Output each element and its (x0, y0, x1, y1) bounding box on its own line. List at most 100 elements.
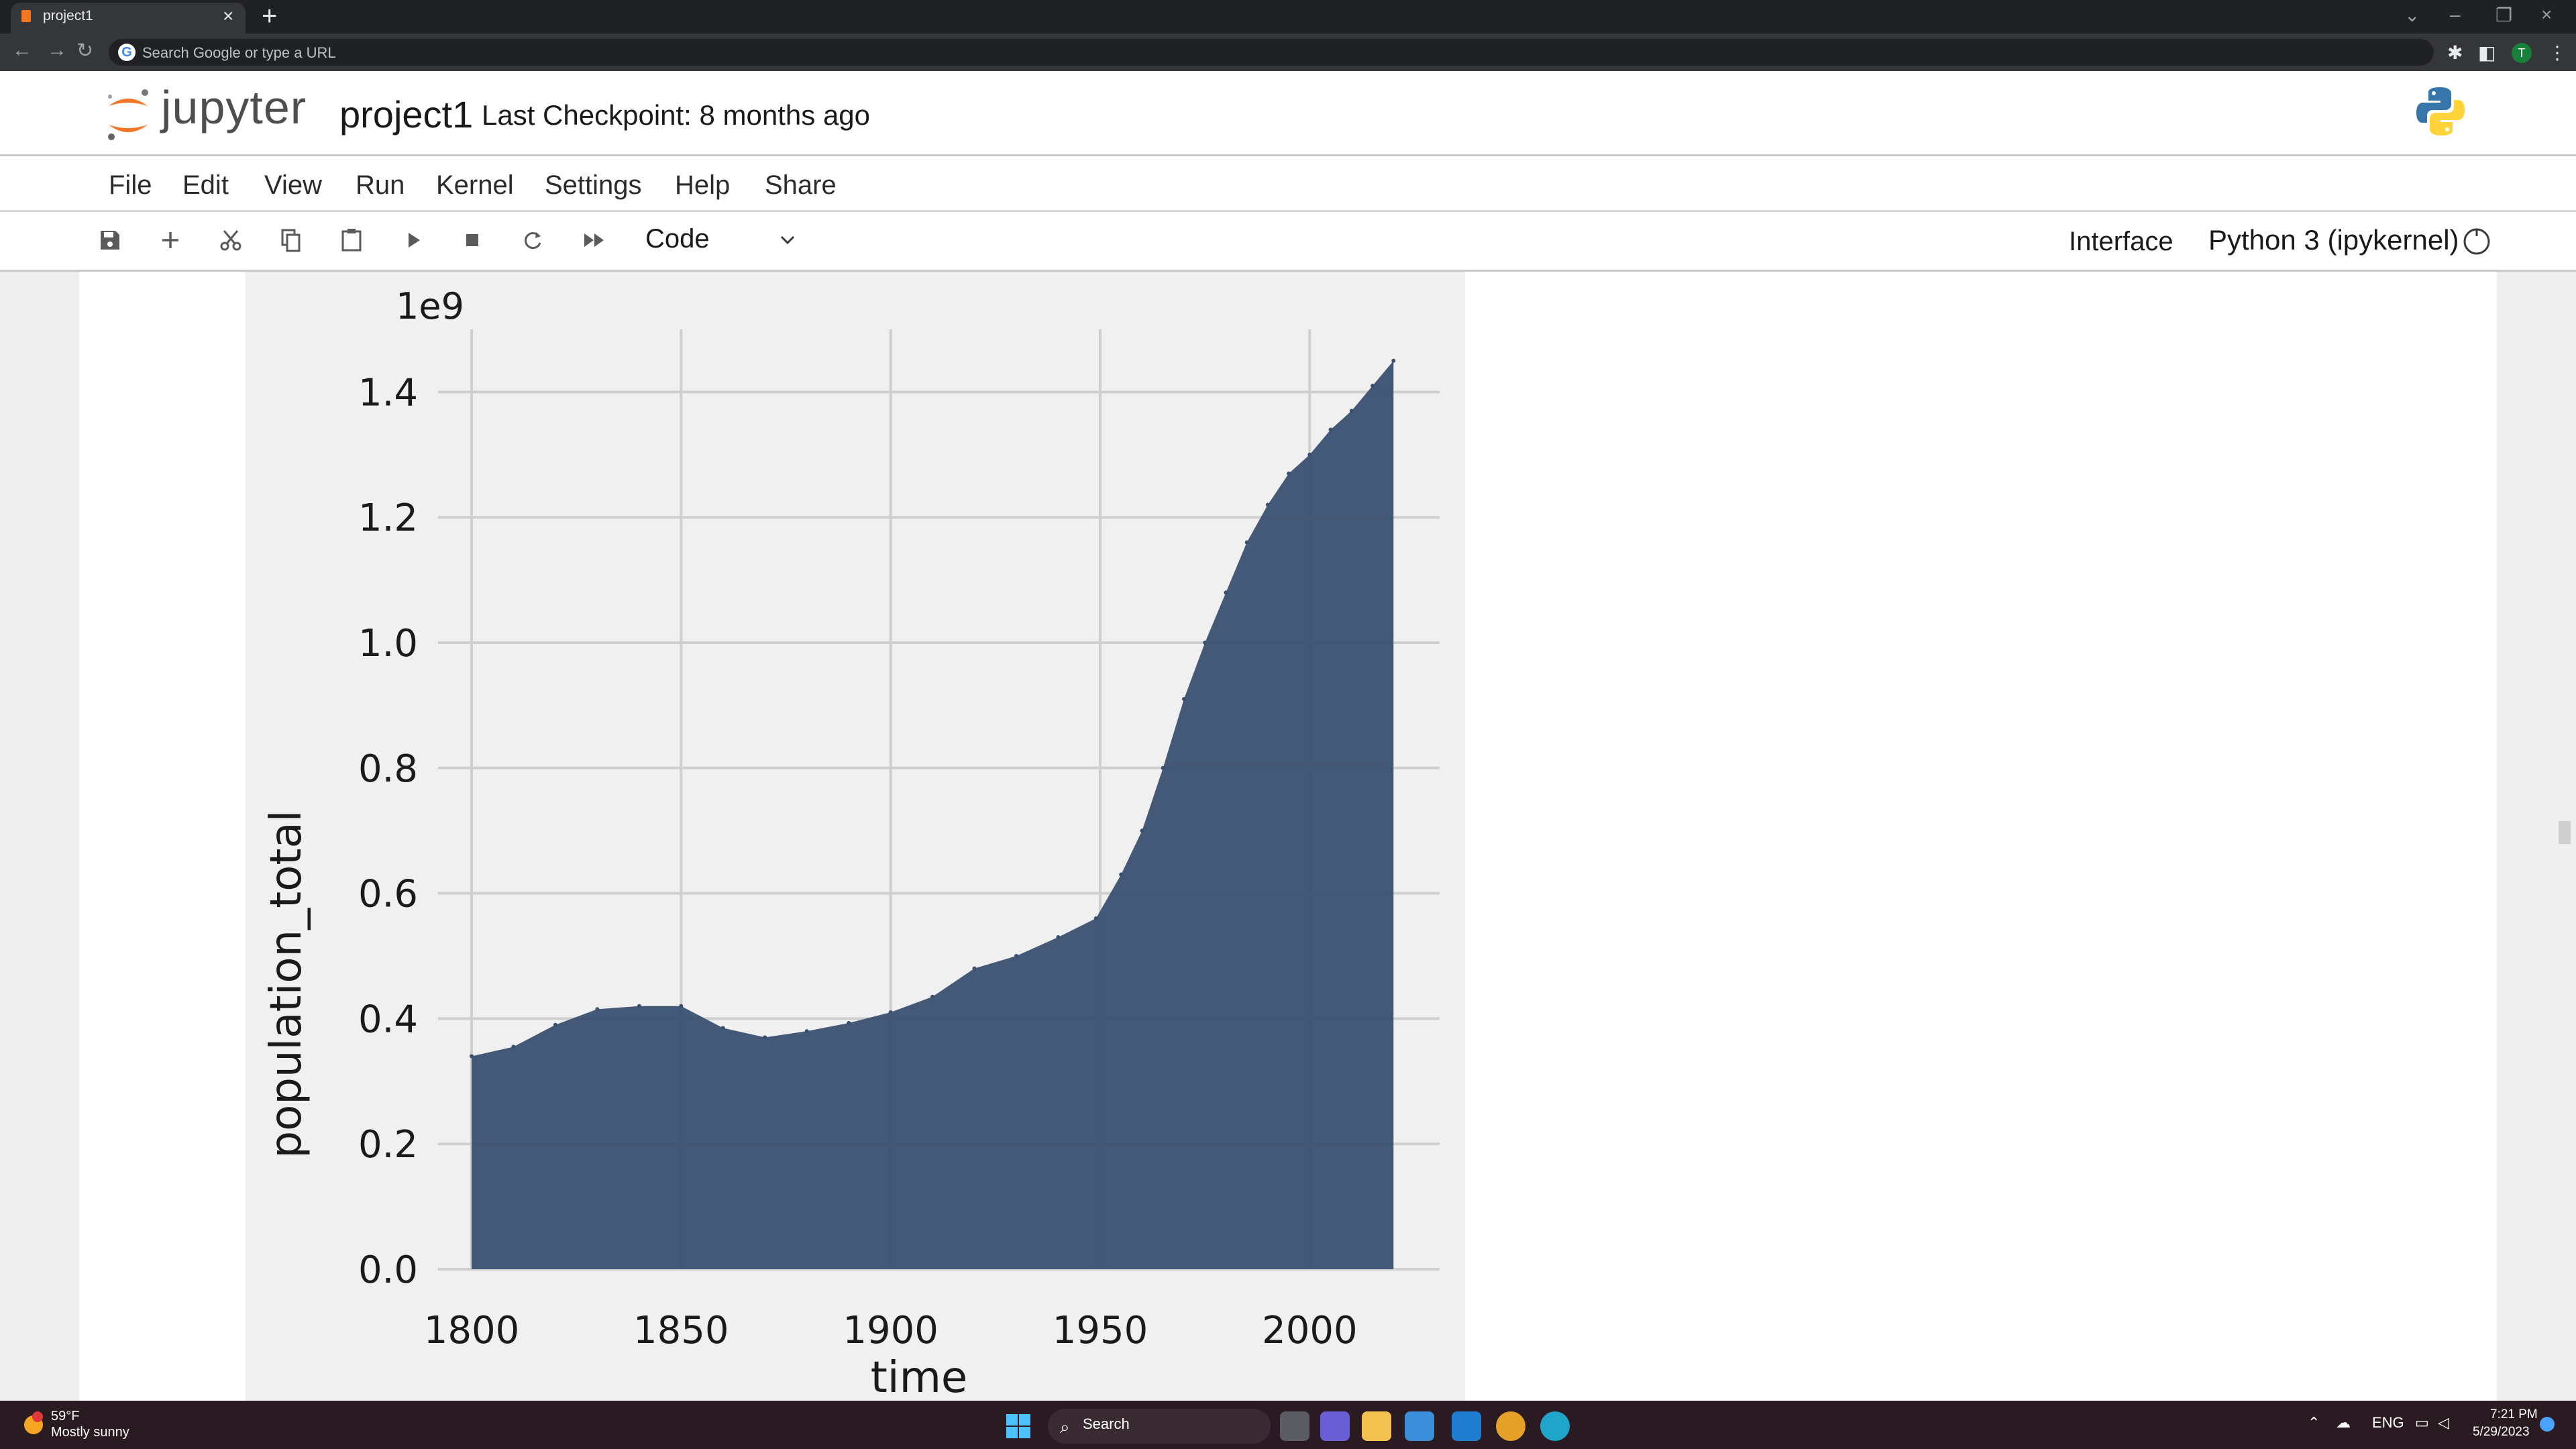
area-data-point (1371, 384, 1375, 388)
cell-type-select[interactable]: Code (645, 224, 710, 254)
y-tick-label: 1.4 (358, 371, 418, 415)
jupyter-favicon-icon (21, 10, 31, 22)
network-icon[interactable]: ▭ (2415, 1414, 2429, 1431)
omnibox[interactable] (109, 39, 2434, 66)
taskbar-search-box[interactable] (1048, 1409, 1271, 1444)
area-data-point (679, 1004, 684, 1008)
jupyter-logo-icon (108, 89, 148, 140)
weather-description[interactable]: Mostly sunny (51, 1425, 129, 1440)
windows-start-icon[interactable] (1005, 1413, 1032, 1440)
x-tick-label: 1950 (1053, 1309, 1148, 1352)
area-data-point (1181, 697, 1186, 702)
extensions-icon[interactable]: ✱ (2447, 42, 2463, 63)
browser-tab-strip (0, 0, 2576, 34)
clock-time[interactable]: 7:21 PM (2490, 1407, 2538, 1421)
menu-settings[interactable]: Settings (545, 170, 642, 200)
area-data-point (1140, 828, 1144, 833)
notebook-title[interactable]: project1 (339, 93, 474, 136)
area-data-point (1093, 916, 1098, 920)
y-tick-label: 0.4 (358, 998, 418, 1041)
area-fill (471, 360, 1394, 1270)
area-data-point (888, 1010, 893, 1015)
chevron-down-icon[interactable] (775, 228, 800, 252)
window-close-icon[interactable]: × (2541, 4, 2553, 25)
area-data-point (1328, 427, 1333, 432)
area-data-point (1203, 641, 1208, 645)
browser-menu-icon[interactable]: ⋮ (2548, 42, 2567, 63)
weather-temperature[interactable]: 59°F (51, 1409, 80, 1424)
x-tick-label: 1850 (633, 1309, 729, 1352)
edge-icon[interactable] (1540, 1411, 1570, 1441)
restart-icon[interactable] (514, 221, 551, 259)
forward-icon[interactable]: → (47, 39, 67, 61)
save-icon[interactable] (91, 221, 129, 259)
menu-help[interactable]: Help (675, 170, 731, 200)
vscode-icon[interactable] (1452, 1411, 1481, 1441)
area-data-point (1056, 934, 1061, 939)
language-indicator[interactable]: ENG (2372, 1414, 2404, 1431)
volume-icon[interactable]: ◁ (2438, 1414, 2449, 1431)
teams-chat-icon[interactable] (1320, 1411, 1350, 1441)
stop-icon[interactable] (453, 221, 491, 259)
notebook-toolbar (0, 212, 2576, 272)
tray-overflow-icon[interactable]: ⌃ (2308, 1414, 2320, 1431)
side-panel-icon[interactable]: ◧ (2478, 42, 2496, 63)
weather-sun-icon[interactable] (20, 1410, 47, 1437)
omnibox-placeholder[interactable]: Search Google or type a URL (142, 44, 336, 61)
browser-tab-title: project1 (43, 8, 93, 23)
menu-kernel[interactable]: Kernel (436, 170, 514, 200)
menu-edit[interactable]: Edit (182, 170, 229, 200)
fast-forward-icon[interactable] (576, 221, 613, 259)
y-tick-label: 0.8 (358, 747, 418, 791)
paste-icon[interactable] (333, 221, 370, 259)
profile-avatar[interactable]: T (2512, 43, 2532, 63)
clock-date[interactable]: 5/29/2023 (2473, 1425, 2530, 1439)
menu-run[interactable]: Run (356, 170, 405, 200)
minimize-icon[interactable]: – (2450, 4, 2461, 25)
google-icon: G (118, 44, 136, 61)
taskbar-search-label[interactable]: Search (1083, 1415, 1130, 1432)
y-axis-label: population_total (262, 810, 311, 1159)
cut-icon[interactable] (212, 221, 250, 259)
add-cell-icon[interactable] (152, 221, 189, 259)
close-tab-icon[interactable]: × (223, 5, 234, 26)
y-tick-label: 0.0 (358, 1248, 418, 1292)
restore-icon[interactable]: ❐ (2496, 5, 2513, 25)
chart-area-series (469, 358, 1396, 1270)
notification-icon[interactable] (2540, 1417, 2555, 1432)
x-tick-label: 1900 (843, 1309, 938, 1352)
area-data-point (637, 1004, 641, 1008)
area-data-point (972, 966, 977, 971)
chrome-icon[interactable] (1496, 1411, 1525, 1441)
reload-icon[interactable]: ↻ (76, 40, 94, 62)
copy-icon[interactable] (272, 221, 310, 259)
menu-view[interactable]: View (264, 170, 322, 200)
interface-switcher[interactable]: Interface (2069, 227, 2174, 256)
file-explorer-icon[interactable] (1362, 1411, 1391, 1441)
y-tick-label: 1.2 (358, 496, 418, 540)
run-icon[interactable] (394, 221, 432, 259)
scrollbar-thumb[interactable] (2559, 821, 2571, 844)
onedrive-icon[interactable]: ☁ (2336, 1414, 2351, 1431)
y-tick-label: 0.6 (358, 873, 418, 916)
area-data-point (763, 1035, 767, 1040)
area-data-point (1265, 502, 1270, 507)
menu-file[interactable]: File (109, 170, 152, 200)
kernel-name[interactable]: Python 3 (ipykernel) (2208, 224, 2459, 256)
area-data-point (1391, 358, 1396, 363)
microsoft-store-icon[interactable] (1405, 1411, 1434, 1441)
tab-search-icon[interactable]: ⌄ (2404, 5, 2420, 25)
menu-share[interactable]: Share (765, 170, 837, 200)
area-data-point (847, 1020, 851, 1025)
area-data-point (1014, 954, 1019, 958)
area-data-point (595, 1007, 600, 1012)
area-chart: 1800 1850 1900 1950 2000 0.0 0.2 0.4 0.6 0.8 1.0 1.… (262, 285, 1440, 1401)
new-tab-icon[interactable]: + (262, 1, 278, 31)
task-view-icon[interactable] (1280, 1411, 1309, 1441)
y-tick-label: 0.2 (358, 1123, 418, 1167)
y-tick-label: 1.0 (358, 622, 418, 665)
area-data-point (1349, 409, 1354, 413)
back-icon[interactable]: ← (12, 39, 32, 61)
browser-tab[interactable] (11, 3, 246, 34)
x-tick-label: 2000 (1262, 1309, 1358, 1352)
